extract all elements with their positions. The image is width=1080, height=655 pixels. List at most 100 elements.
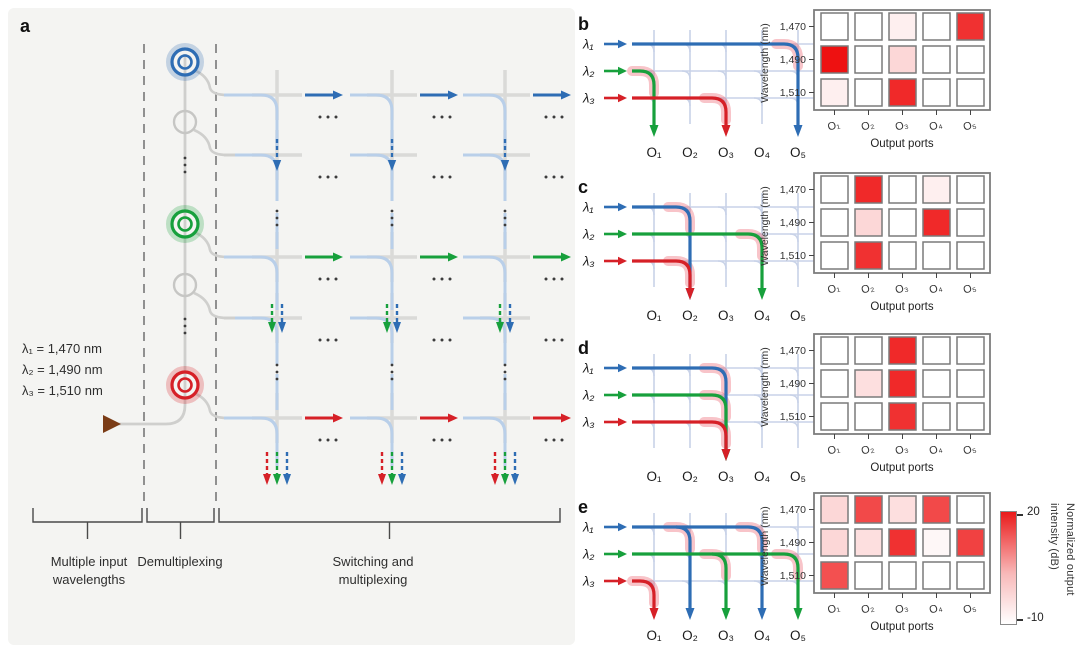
heatmap-y-axis-label: Wavelength (nm) (759, 23, 771, 103)
grid-crossing-bend-icon (789, 421, 799, 431)
continuation-dots-icon (432, 175, 436, 179)
heatmap-cell (888, 12, 917, 41)
heatmap-cell (922, 208, 951, 237)
heatmap-cell (922, 561, 951, 590)
heatmap-cell (854, 45, 883, 74)
ring-resonator-icon (170, 370, 200, 400)
continuation-dots-icon (448, 338, 452, 342)
heatmap-cell (820, 369, 849, 398)
continuation-dots-icon (275, 223, 279, 227)
continuation-dots-icon (334, 277, 338, 281)
continuation-dots-icon (560, 438, 564, 442)
heatmap-cell (922, 369, 951, 398)
continuation-dots-icon (275, 370, 279, 374)
continuation-dots-icon (552, 438, 556, 442)
continuation-dots-icon (275, 209, 279, 213)
continuation-dots-icon (544, 115, 548, 119)
route-arrowhead-icon (649, 125, 659, 137)
routing-input-label: λ₂ (582, 227, 594, 242)
continuation-dots-icon (326, 277, 330, 281)
routing-input-arrowhead-icon (618, 363, 627, 373)
heatmap-col-label: O₁ (826, 282, 841, 297)
section-label-switching-and-multiplexing: Switching and multiplexing (332, 554, 414, 587)
ring-resonator-icon (177, 54, 193, 70)
legend-lambda2: λ₂ = 1,490 nm (22, 362, 103, 377)
heatmap-cell (820, 402, 849, 431)
heatmap-col-label: O₃ (894, 282, 910, 297)
heatmap-cell (922, 175, 951, 204)
heatmap-cell (820, 78, 849, 107)
heatmap-row-label: 1,490 (780, 217, 806, 229)
continuation-dots-icon (390, 370, 394, 374)
heatmap-cell (888, 402, 917, 431)
heatmap-cell (888, 336, 917, 365)
routing-input-arrowhead-icon (618, 390, 627, 400)
ring-resonator-halo-icon (166, 205, 204, 243)
continuation-dots-icon (183, 170, 187, 174)
output-dashed-arrowhead-icon (511, 474, 519, 485)
heatmap-b: Wavelength (nm) 1,470 1,490 1,510 O₁ O₂ O₃ O₄ O₅… (759, 9, 991, 150)
colorbar-min-tick (1017, 619, 1023, 621)
heatmap-cell (956, 369, 985, 398)
light-path-bend (235, 153, 279, 201)
continuation-dots-icon (390, 223, 394, 227)
heatmap-cell (956, 45, 985, 74)
colorbar-max-label: 20 (1027, 506, 1040, 518)
heatmap-cell (956, 12, 985, 41)
grid-crossing-bend-icon (789, 367, 799, 377)
light-path-bend (463, 255, 507, 303)
routing-input-label: λ₃ (582, 574, 595, 589)
heatmap-col-label: O₂ (860, 282, 875, 297)
heatmap-cell (854, 175, 883, 204)
grid-crossing-bend-icon (753, 367, 763, 377)
dashed-drop-arrowhead-icon (393, 322, 401, 333)
heatmap-col-label: O₄ (928, 601, 944, 616)
continuation-dots-icon (503, 209, 507, 213)
route-path (632, 366, 728, 450)
dashed-drop-arrowhead-icon (500, 160, 510, 171)
signal-arrowhead-icon (333, 413, 343, 423)
route-arrowhead-icon (721, 608, 731, 620)
continuation-dots-icon (440, 338, 444, 342)
heatmap-y-axis-label: Wavelength (nm) (759, 186, 771, 266)
heatmap-cell (854, 561, 883, 590)
grid-crossing-bend-icon (753, 70, 763, 80)
route-arrowhead-icon (649, 608, 659, 620)
ring-drop-waveguide (193, 230, 229, 259)
continuation-dots-icon (432, 438, 436, 442)
route-path (632, 420, 728, 450)
heatmap-cell (820, 336, 849, 365)
heatmap-cell (922, 336, 951, 365)
signal-arrowhead-icon (333, 90, 343, 100)
heatmap-c: Wavelength (nm) 1,470 1,490 1,510 O₁ O₂ O₃ O₄ O₅… (759, 172, 991, 313)
light-path-bend (463, 416, 507, 466)
heatmap-row-label: 1,470 (780, 21, 806, 33)
route-path (632, 205, 692, 289)
heatmap-cell (922, 528, 951, 557)
routing-input-arrowhead-icon (618, 256, 627, 266)
route-path (632, 96, 728, 126)
ring-resonator-halo-icon (166, 43, 204, 81)
continuation-dots-icon (448, 115, 452, 119)
continuation-dots-icon (334, 338, 338, 342)
output-port-label: O₂ (682, 628, 698, 643)
routing-input-arrowhead-icon (618, 66, 627, 76)
colorbar-max-tick (1017, 514, 1023, 516)
route-arrowhead-icon (721, 449, 731, 461)
continuation-dots-icon (560, 277, 564, 281)
heatmap-col-label: O₅ (962, 602, 978, 617)
continuation-dots-icon (275, 216, 279, 220)
continuation-dots-icon (318, 277, 322, 281)
signal-arrowhead-icon (561, 413, 571, 423)
legend-lambda3: λ₃ = 1,510 nm (22, 383, 103, 398)
signal-arrowhead-icon (448, 252, 458, 262)
continuation-dots-icon (390, 363, 394, 367)
heatmap-row-label: 1,490 (780, 54, 806, 66)
heatmap-cell (854, 369, 883, 398)
panel-d-label: d (578, 338, 589, 358)
heatmap-row-label: 1,470 (780, 184, 806, 196)
route-path (632, 393, 728, 450)
route-path (632, 69, 656, 126)
route-arrowhead-icon (685, 608, 695, 620)
continuation-dots-icon (318, 338, 322, 342)
